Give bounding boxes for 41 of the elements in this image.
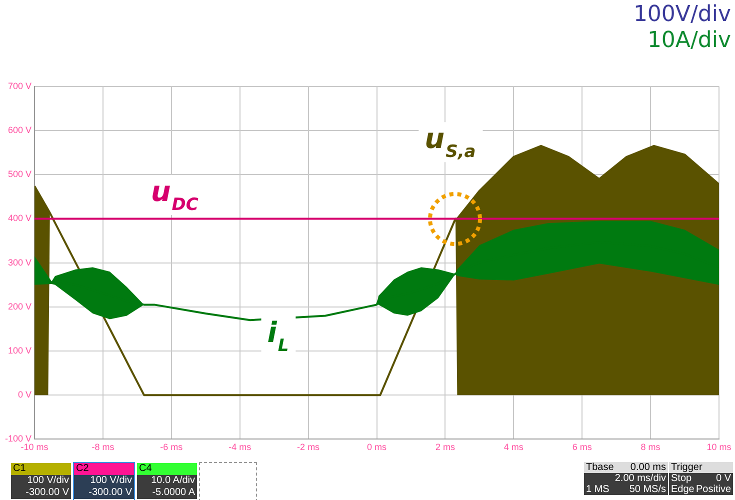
- x-tick-label: -4 ms: [228, 442, 252, 452]
- text: Stop: [671, 473, 692, 484]
- text: -300.00 V: [24, 487, 69, 499]
- text: 50 MS/s: [629, 484, 666, 495]
- y-tick-label: 300 V: [8, 257, 32, 268]
- text: 100V/div: [633, 2, 731, 28]
- y-tick-label: 0 V: [18, 390, 32, 400]
- y-tick-label: 700 V: [8, 80, 32, 91]
- x-tick-label: 6 ms: [572, 442, 592, 452]
- text: 0.00 ms: [630, 462, 666, 473]
- y-tick-label: 200 V: [8, 301, 32, 312]
- text: 100 V/div: [89, 475, 132, 487]
- text: Trigger: [669, 462, 733, 473]
- x-tick-label: 8 ms: [640, 442, 661, 452]
- x-tick-label: -2 ms: [297, 442, 320, 452]
- text: Positive: [696, 484, 731, 495]
- text: C1: [11, 463, 71, 475]
- text: C4: [137, 463, 197, 475]
- text: 2.00 ms/div: [614, 473, 667, 484]
- text: C2: [74, 463, 134, 475]
- x-tick-label: -10 ms: [20, 442, 49, 452]
- text: 100 V/div: [26, 475, 69, 487]
- text: 10A/div: [646, 28, 731, 54]
- x-tick-label: 10 ms: [706, 442, 732, 452]
- x-tick-label: -6 ms: [160, 442, 184, 452]
- x-tick-label: -8 ms: [92, 442, 115, 452]
- x-tick-label: 2 ms: [435, 442, 456, 452]
- text: 1 MS: [586, 484, 610, 495]
- text: -5.0000 A: [151, 487, 195, 499]
- text: 0 V: [716, 473, 731, 484]
- text: -300.00 V: [88, 487, 132, 499]
- text: 10.0 A/div: [150, 475, 195, 487]
- y-tick-label: -100 V: [4, 434, 32, 444]
- y-tick-label: 400 V: [8, 213, 32, 224]
- x-tick-label: 4 ms: [504, 442, 524, 452]
- y-tick-label: 500 V: [8, 169, 32, 180]
- y-tick-label: 600 V: [8, 124, 32, 135]
- x-tick-label: 0 ms: [367, 442, 388, 452]
- y-tick-label: 100 V: [8, 345, 32, 356]
- text: Tbase: [586, 462, 614, 473]
- text: Edge: [671, 484, 694, 495]
